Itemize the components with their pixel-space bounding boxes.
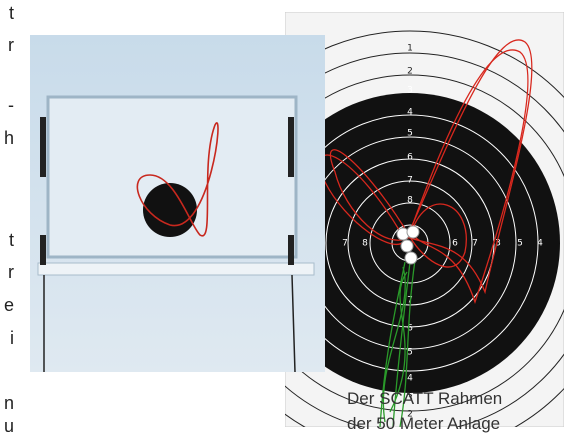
text-fragment: u [0,415,14,437]
text-fragment: n [0,392,14,414]
ring-label: 6 [407,153,413,163]
text-fragment: r [0,261,14,283]
ring-label: 1 [407,44,413,54]
page: t r - h t r e i n u 1 2 3 4 5 6 7 8 7 8 … [0,0,564,427]
caption: der 50 Meter Anlage [347,414,500,434]
target-image: 1 2 3 4 5 6 7 8 7 8 6 7 3 5 4 7 6 5 4 3 … [285,12,564,427]
text-fragment: t [0,2,14,24]
caption: Der SCATT Rahmen [347,389,502,409]
ring-label: 4 [537,239,543,249]
ring-label: 6 [452,239,458,249]
ring-label: 7 [407,176,413,186]
ring-label: 7 [342,239,348,249]
ring-label: 4 [407,108,413,118]
ring-label: 8 [362,239,368,249]
text-fragment: - [0,94,14,116]
text-fragment: i [0,327,14,349]
ring-label: 3 [407,86,413,96]
text-fragment: t [0,229,14,251]
ring-label: 2 [407,67,413,77]
ring-label: 7 [472,239,478,249]
ring-label: 4 [407,374,413,384]
text-fragment: r [0,34,14,56]
frame-photo [30,35,325,372]
ring-label: 5 [407,129,413,139]
ring-label: 5 [517,239,523,249]
text-fragment: e [0,294,14,316]
text-fragment: h [0,127,14,149]
ring-label: 8 [407,196,413,206]
